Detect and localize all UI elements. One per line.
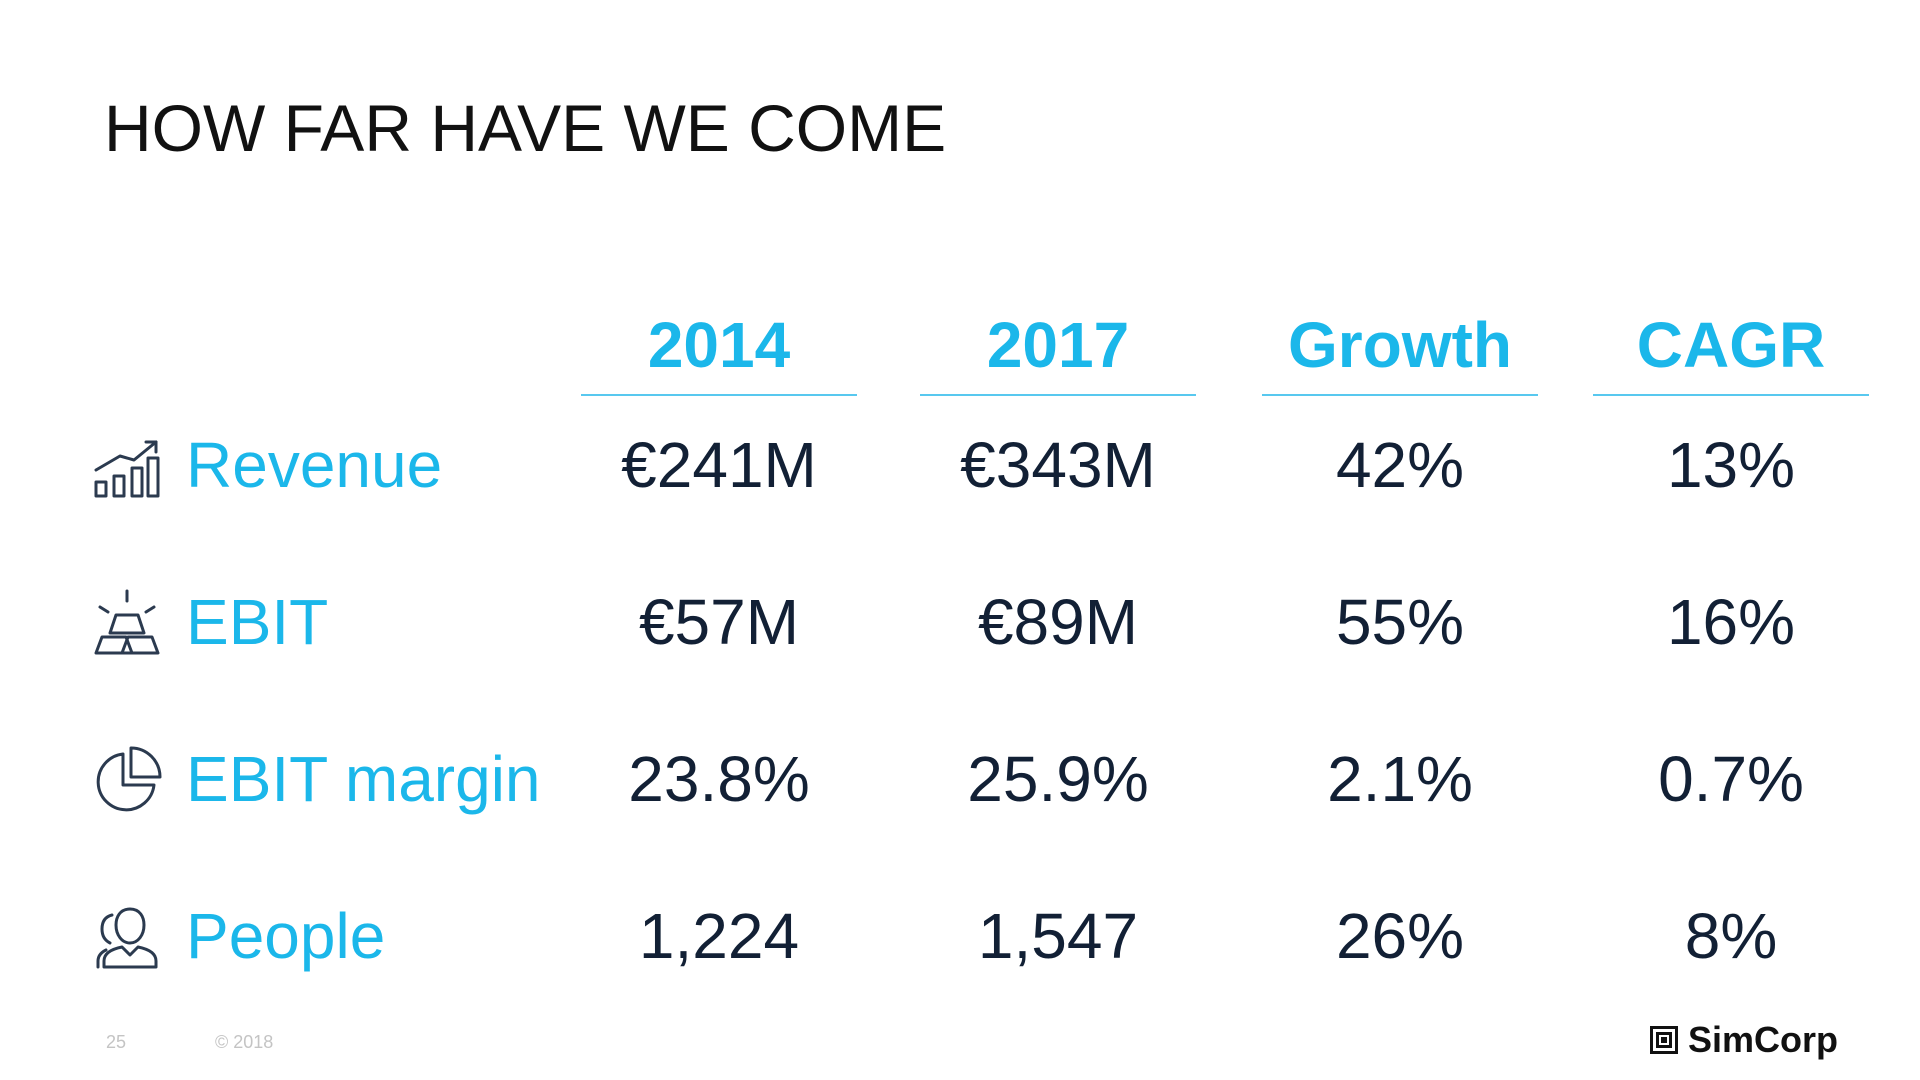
cell-revenue-cagr: 13% — [1666, 429, 1796, 501]
cell-revenue-2014: €241M — [621, 429, 817, 501]
table-row-ebit-margin: EBIT margin 23.8% 25.9% 2.1% 0.7% — [0, 724, 1920, 834]
cell-ebit-2014: €57M — [638, 586, 800, 658]
row-label-ebit-margin: EBIT margin — [186, 743, 541, 815]
pie-chart-icon — [90, 744, 164, 818]
column-header-cagr: CAGR — [1593, 300, 1869, 396]
table-row-people: People 1,224 1,547 26% 8% — [0, 881, 1920, 991]
column-header-2014: 2014 — [581, 300, 857, 396]
row-label-revenue: Revenue — [186, 429, 443, 501]
page-title: HOW FAR HAVE WE COME — [104, 91, 947, 165]
cell-ebit-margin-growth: 2.1% — [1327, 743, 1473, 815]
bar-chart-growth-icon — [90, 430, 164, 504]
cell-ebit-cagr: 16% — [1666, 586, 1796, 658]
simcorp-logo: SimCorp — [1650, 1018, 1838, 1062]
cell-ebit-2017: €89M — [977, 586, 1139, 658]
cell-ebit-growth: 55% — [1335, 586, 1465, 658]
row-label-ebit: EBIT — [186, 586, 329, 658]
cell-revenue-2017: €343M — [960, 429, 1156, 501]
logo-text: SimCorp — [1688, 1019, 1839, 1060]
column-header-growth: Growth — [1262, 300, 1538, 396]
copyright: © 2018 — [215, 1032, 274, 1052]
people-icon — [90, 901, 164, 975]
table-row-revenue: Revenue €241M €343M 42% 13% — [0, 410, 1920, 520]
column-header-2017: 2017 — [920, 300, 1196, 396]
cell-ebit-margin-2014: 23.8% — [628, 743, 810, 815]
cell-people-2014: 1,224 — [638, 900, 800, 972]
cell-people-growth: 26% — [1335, 900, 1465, 972]
cell-ebit-margin-cagr: 0.7% — [1658, 743, 1804, 815]
cell-people-2017: 1,547 — [977, 900, 1139, 972]
cell-people-cagr: 8% — [1684, 900, 1778, 972]
row-label-people: People — [186, 900, 386, 972]
page-number: 25 — [106, 1032, 127, 1052]
simcorp-logo-mark-icon — [1650, 1026, 1678, 1054]
cell-ebit-margin-2017: 25.9% — [967, 743, 1149, 815]
table-row-ebit: EBIT €57M €89M 55% 16% — [0, 567, 1920, 677]
gold-bars-icon — [90, 587, 164, 661]
cell-revenue-growth: 42% — [1335, 429, 1465, 501]
